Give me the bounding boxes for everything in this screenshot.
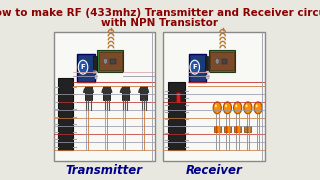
Bar [58,78,73,150]
Bar [140,86,147,100]
Circle shape [245,104,248,107]
Bar [205,56,208,70]
Bar [122,86,129,100]
Text: F: F [192,64,197,70]
Text: How to make RF (433mhz) Transmitter and Receiver circuit: How to make RF (433mhz) Transmitter and … [0,8,320,18]
Bar [222,59,228,64]
Bar [95,75,97,79]
Bar [206,57,209,61]
Bar [95,69,97,73]
Bar [206,75,209,79]
Circle shape [225,104,227,107]
Bar [234,126,241,132]
Bar [163,32,265,161]
Bar [211,52,234,70]
Circle shape [78,60,88,74]
Bar [188,54,206,82]
Circle shape [244,102,252,114]
Bar [95,63,97,67]
Bar [97,50,123,72]
Text: with NPN Transistor: with NPN Transistor [101,17,219,28]
Bar [54,32,155,161]
Bar [95,57,97,61]
Bar [103,86,110,100]
Text: Receiver: Receiver [186,164,242,177]
Bar [209,50,235,72]
Bar [214,126,220,132]
Circle shape [215,58,219,64]
Text: F: F [81,64,85,70]
Circle shape [235,104,237,107]
Bar [206,69,209,73]
Bar [85,86,92,100]
Bar [99,52,122,70]
Bar [244,126,251,132]
Circle shape [213,102,221,114]
Bar [168,82,185,150]
Circle shape [103,58,108,64]
Bar [176,92,180,102]
Circle shape [215,104,217,107]
Bar [93,56,97,70]
Circle shape [254,102,262,114]
Circle shape [234,102,242,114]
Bar [77,54,95,82]
Bar [206,63,209,67]
Circle shape [190,60,199,74]
Circle shape [223,102,232,114]
Text: Transmitter: Transmitter [66,164,143,177]
Bar [224,126,231,132]
Bar [110,59,116,64]
Circle shape [256,104,258,107]
